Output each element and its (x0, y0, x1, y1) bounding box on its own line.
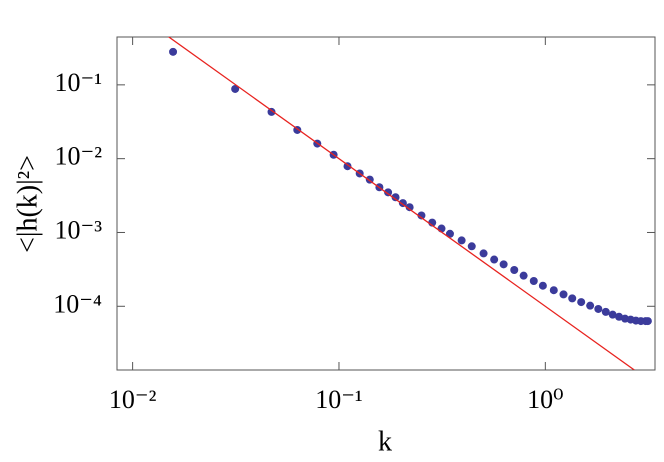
data-point (549, 286, 558, 295)
data-point (169, 47, 178, 56)
data-point (405, 203, 414, 212)
data-point (538, 281, 547, 290)
data-point (231, 84, 240, 93)
data-point (608, 310, 617, 319)
data-point (267, 107, 276, 116)
data-point (510, 266, 519, 275)
x-tick-label: 10⁻² (109, 385, 157, 414)
data-point (479, 249, 488, 258)
data-point (529, 277, 538, 286)
data-point (467, 242, 476, 251)
x-axis-label: k (378, 426, 392, 457)
data-point (577, 298, 586, 307)
y-tick-label: 10⁻² (54, 142, 102, 171)
x-tick-label: 10⁰ (527, 385, 563, 414)
x-tick-label: 10⁻¹ (315, 385, 363, 414)
plot-frame (116, 36, 656, 371)
plot-area (167, 37, 652, 370)
y-tick-label: 10⁻¹ (54, 68, 102, 97)
data-point (586, 301, 595, 310)
data-point (643, 317, 652, 326)
data-point (391, 193, 400, 202)
data-point (417, 211, 426, 220)
data-point (384, 188, 393, 197)
data-point (559, 290, 568, 299)
data-point (343, 162, 352, 171)
data-point (490, 255, 499, 264)
y-tick-label: 10⁻³ (54, 215, 102, 244)
data-point (499, 260, 508, 269)
data-point (594, 304, 603, 313)
data-point (445, 229, 454, 238)
data-point (601, 307, 610, 316)
fit-line (167, 37, 635, 370)
data-point (457, 236, 466, 245)
data-point (519, 271, 528, 280)
y-tick-label: 10⁻⁴ (53, 289, 102, 318)
y-axis-label: <|h(k)|²> (12, 155, 43, 253)
data-point (568, 294, 577, 303)
